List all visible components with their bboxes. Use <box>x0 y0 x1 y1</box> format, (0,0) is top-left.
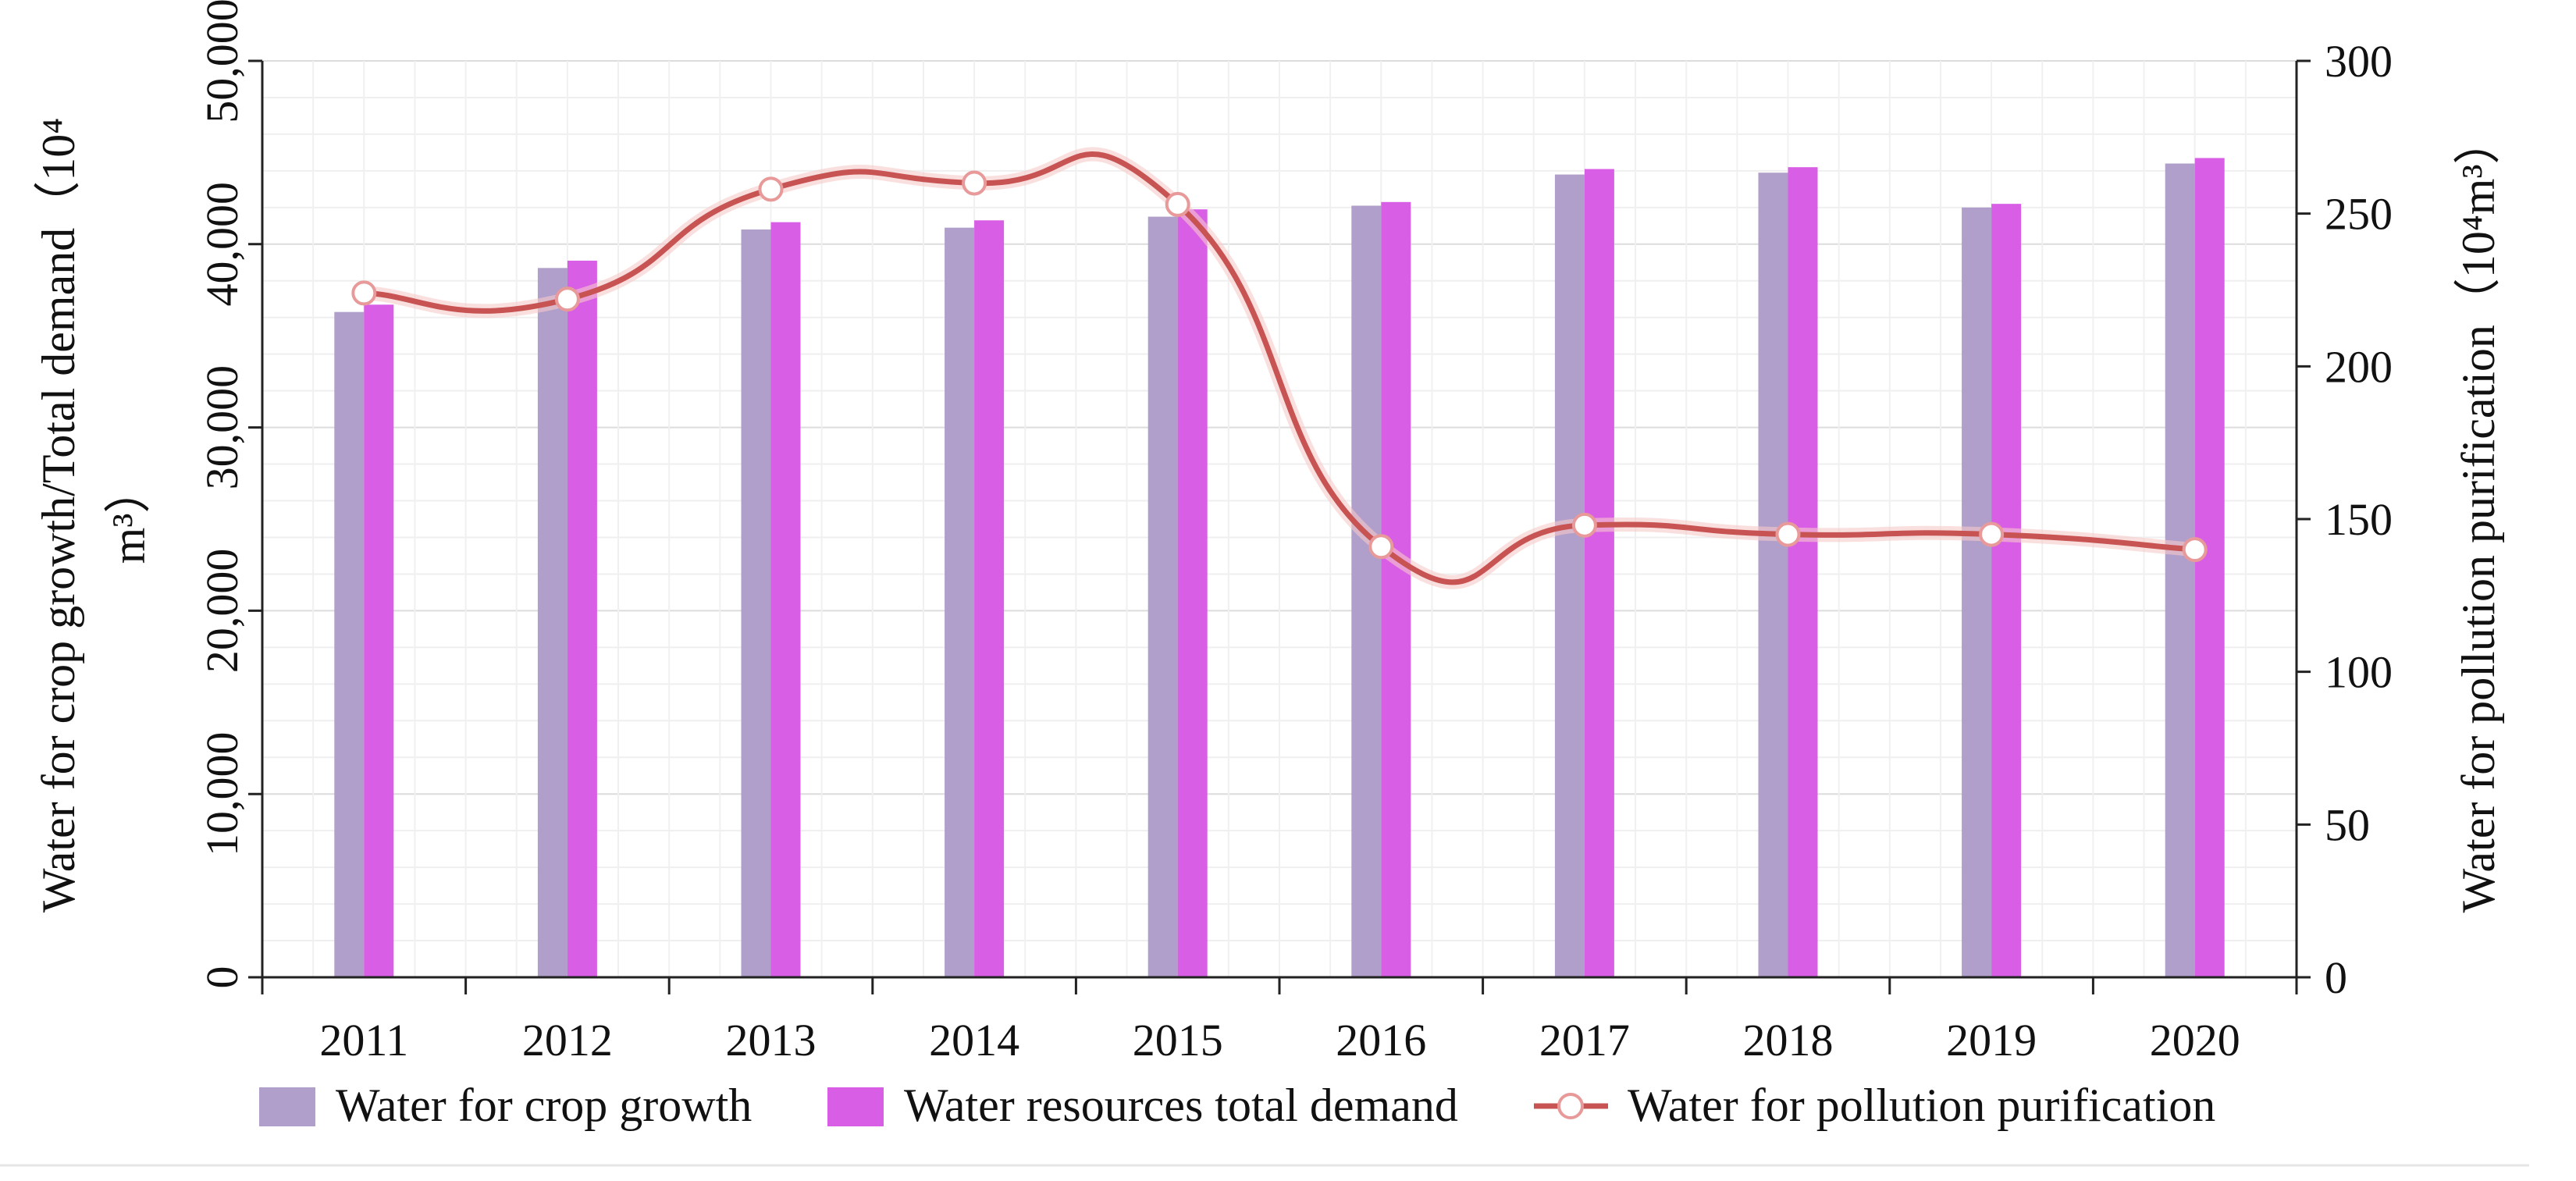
bar-total-demand <box>1788 167 1818 978</box>
y-left-tick-group: 0 <box>197 966 247 989</box>
y-left-tick-label: 10,000 <box>197 731 247 856</box>
y-left-tick-group: 20,000 <box>197 549 247 674</box>
bar-crop-growth <box>741 229 771 977</box>
bar-total-demand <box>364 304 394 977</box>
line-point <box>1979 521 2005 547</box>
x-tick-label: 2012 <box>522 1015 613 1065</box>
line-point <box>1775 521 1801 547</box>
bar-crop-growth <box>2165 163 2195 977</box>
y-left-tick-label: 50,000 <box>197 0 247 123</box>
bar-total-demand <box>1177 209 1208 977</box>
bar-total-demand <box>770 222 801 977</box>
x-tick-label: 2018 <box>1743 1015 1834 1065</box>
tick-labels: 0 10,000 20,000 30,000 40,000 50,000 0 50 100 150… <box>197 0 2393 1065</box>
bar-crop-growth <box>1351 205 1382 977</box>
x-tick-label: 2011 <box>319 1015 408 1065</box>
x-tick-label: 2016 <box>1336 1015 1426 1065</box>
line-point <box>962 170 987 196</box>
y-left-tick-label: 20,000 <box>197 549 247 674</box>
line-series <box>351 147 2208 589</box>
line-point <box>758 176 784 202</box>
line-point <box>2182 537 2208 563</box>
y-left-axis-title: Water for crop growth/Total demand（10⁴ <box>33 118 84 912</box>
y-right-tick-label: 0 <box>2325 952 2347 1003</box>
x-tick-label: 2015 <box>1133 1015 1223 1065</box>
bar-total-demand <box>1991 204 2022 977</box>
y-left-axis-title-2: m³） <box>103 467 155 564</box>
legend-swatch-total <box>827 1087 884 1126</box>
bar-crop-growth <box>945 227 975 978</box>
bar-crop-growth <box>334 311 365 977</box>
legend-swatch-crop <box>259 1087 315 1126</box>
x-tick-label: 2013 <box>726 1015 817 1065</box>
x-tick-label: 2017 <box>1539 1015 1630 1065</box>
y-right-title: Water for pollution purification（10⁴m³） <box>2453 118 2504 913</box>
y-left-tick-label: 40,000 <box>197 182 247 307</box>
y-right-axis-title: Water for pollution purification（10⁴m³） <box>2453 118 2504 913</box>
axes <box>248 59 2311 994</box>
y-left-tick-group: 30,000 <box>197 365 247 490</box>
bar-total-demand <box>1381 201 1411 977</box>
bar-series <box>334 158 2225 978</box>
bar-total-demand <box>567 260 597 977</box>
line-point <box>1165 191 1190 217</box>
y-left-tick-label: 30,000 <box>197 365 247 490</box>
line-point <box>351 280 377 306</box>
bar-crop-growth <box>1554 174 1585 977</box>
legend-label-pollution: Water for pollution purification <box>1628 1080 2215 1131</box>
y-right-tick-label: 200 <box>2325 341 2393 392</box>
y-right-tick-label: 50 <box>2325 799 2370 850</box>
bar-crop-growth <box>1758 173 1788 977</box>
legend-label-total: Water resources total demand <box>904 1080 1458 1131</box>
bar-crop-growth <box>1147 216 1178 978</box>
line-point <box>1368 534 1394 560</box>
y-left-tick-label: 0 <box>197 966 247 989</box>
y-right-tick-label: 150 <box>2325 494 2393 545</box>
legend-marker-pollution <box>1557 1093 1584 1119</box>
y-left-title-line1: Water for crop growth/Total demand（10⁴ <box>33 118 84 912</box>
legend: Water for crop growth Water resources to… <box>259 1080 2215 1131</box>
line-point <box>1571 512 1597 538</box>
line-point <box>554 286 580 312</box>
line-pollution <box>364 151 2195 585</box>
bar-total-demand <box>1584 169 1614 978</box>
x-tick-label: 2020 <box>2150 1015 2240 1065</box>
y-right-tick-label: 100 <box>2325 647 2393 698</box>
x-tick-label: 2014 <box>929 1015 1019 1065</box>
y-right-tick-label: 300 <box>2325 36 2393 87</box>
y-left-tick-group: 40,000 <box>197 182 247 307</box>
y-left-title-line2: m³） <box>103 467 155 564</box>
y-left-tick-group: 10,000 <box>197 731 247 856</box>
bar-crop-growth <box>537 268 568 978</box>
bar-crop-growth <box>1962 207 1992 978</box>
legend-label-crop: Water for crop growth <box>336 1080 752 1131</box>
bar-total-demand <box>974 220 1005 977</box>
y-right-tick-label: 250 <box>2325 189 2393 240</box>
y-left-tick-group: 50,000 <box>197 0 247 123</box>
x-tick-label: 2019 <box>1946 1015 2037 1065</box>
bar-total-demand <box>2194 158 2225 978</box>
